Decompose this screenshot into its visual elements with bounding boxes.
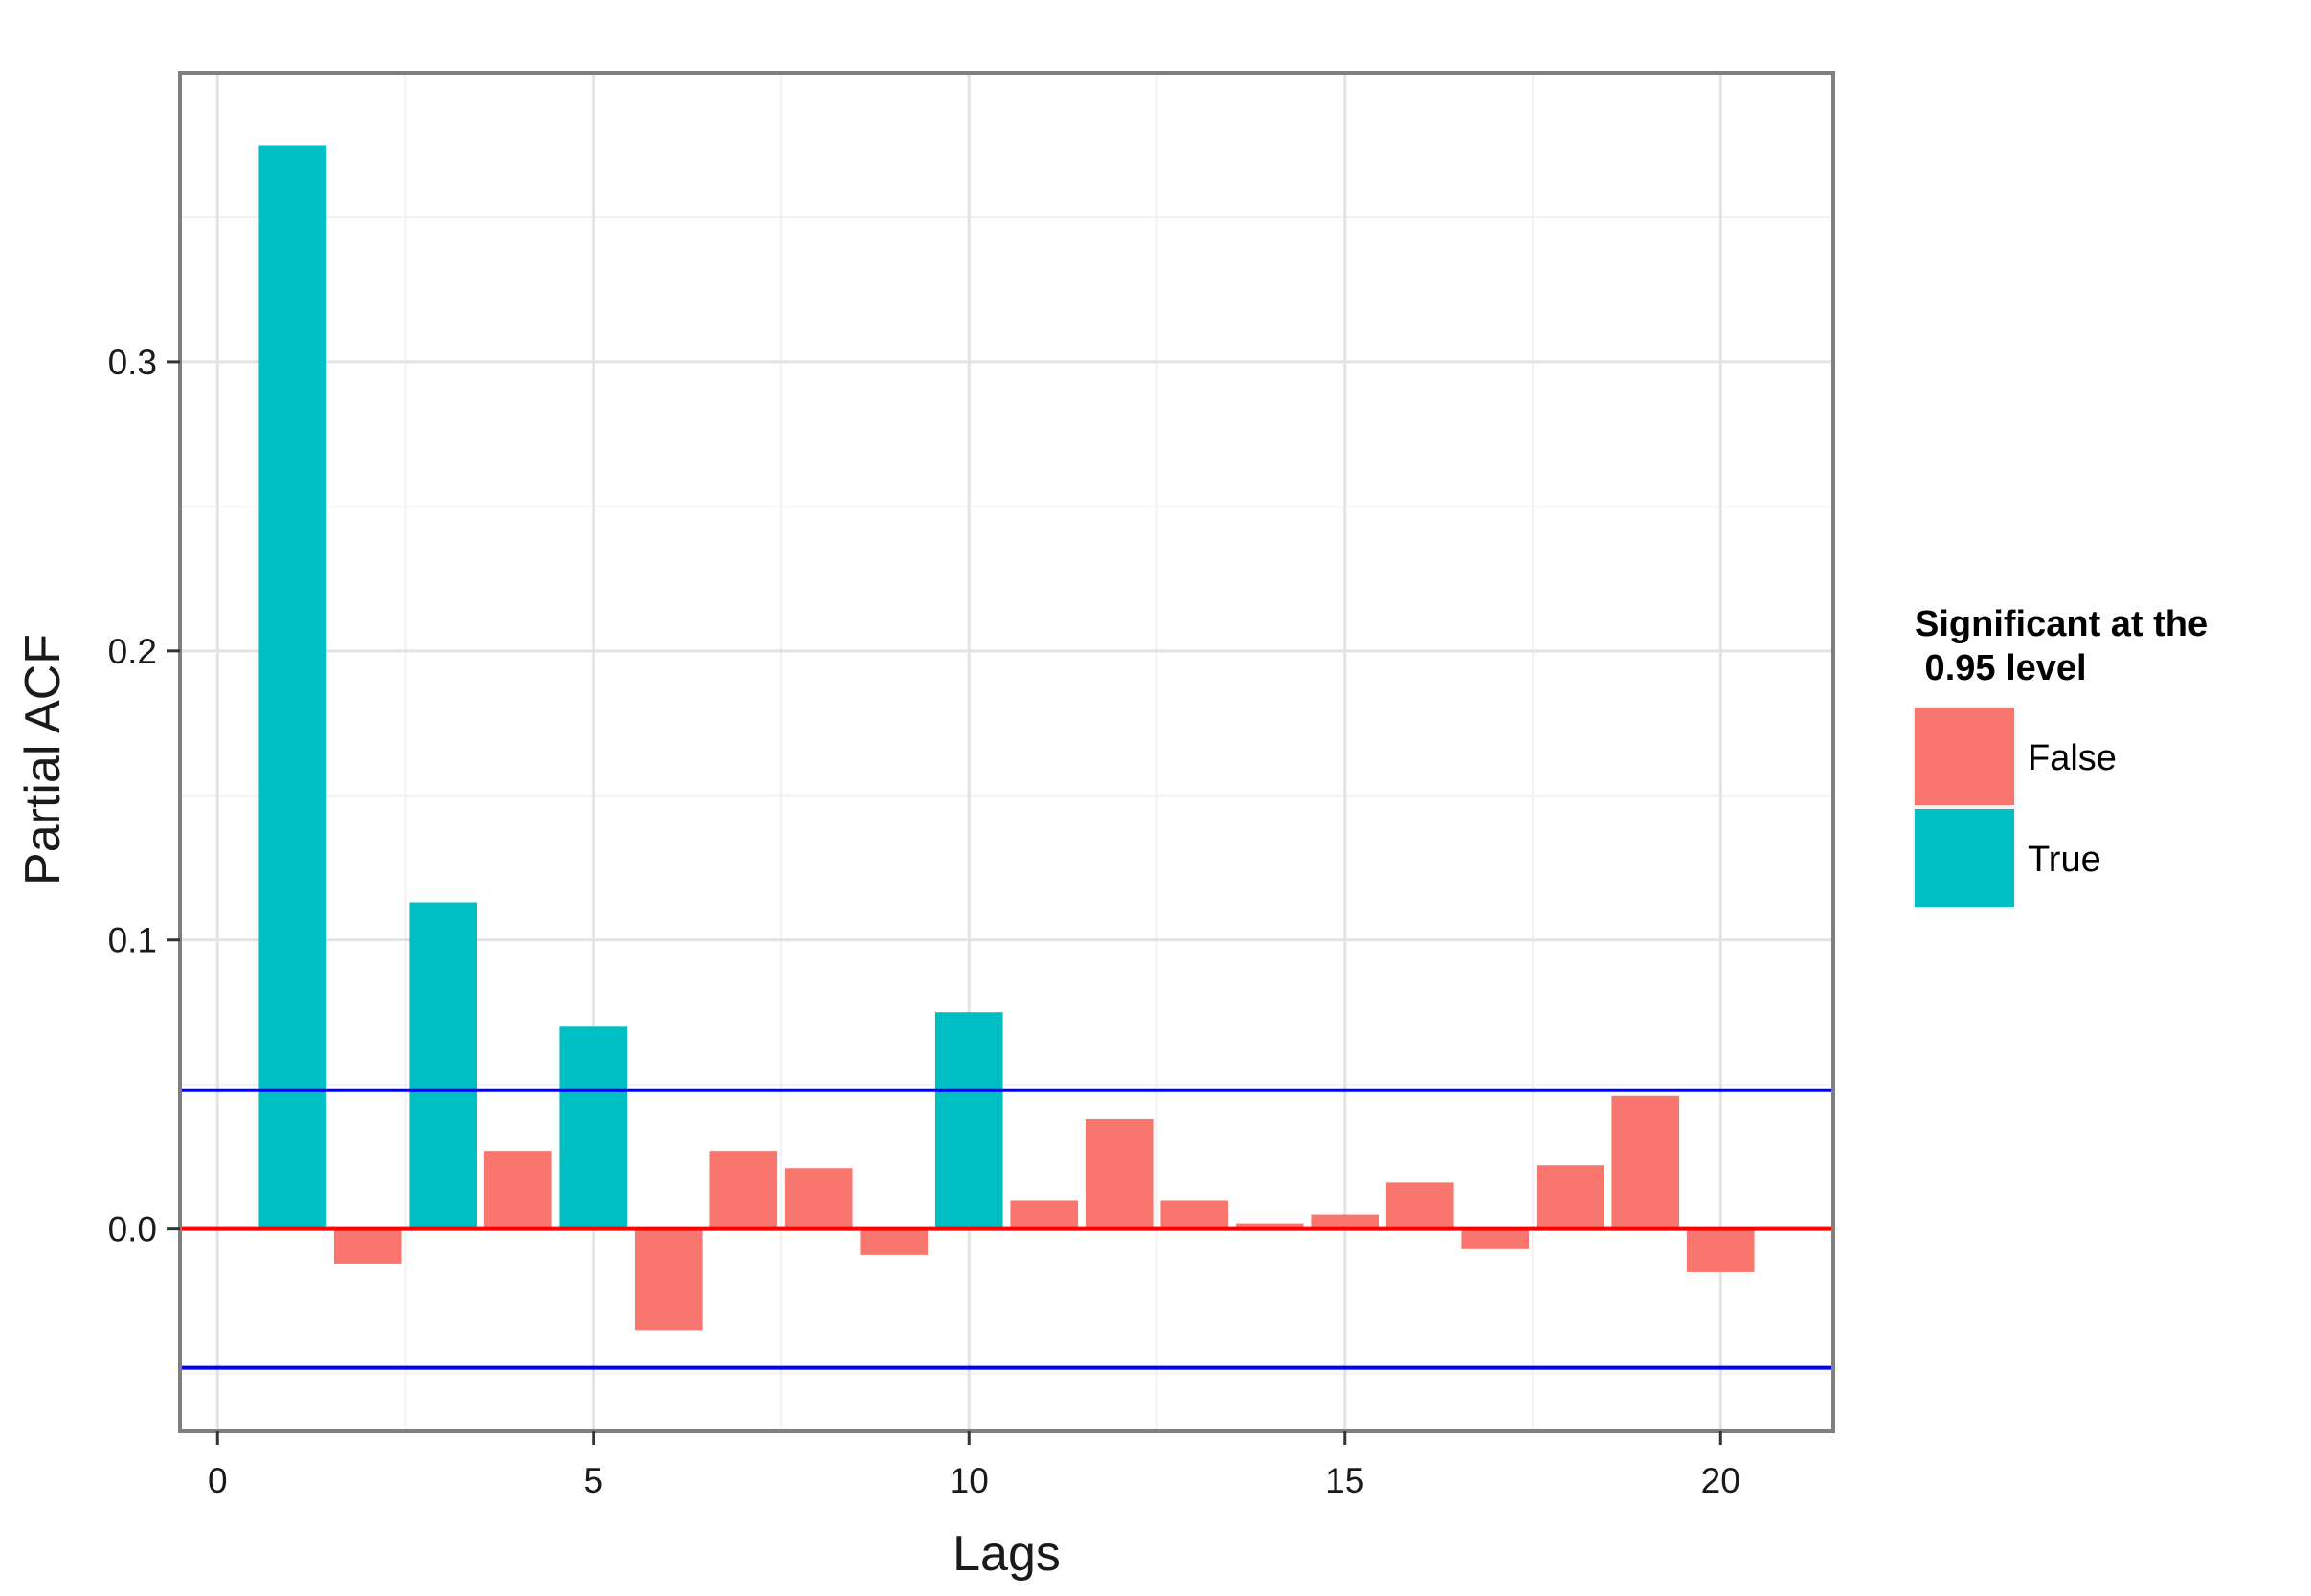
legend-label-true: True [2028,840,2101,880]
legend-title-line-1: Significant at the [1915,604,2208,644]
bar-lag-12 [1085,1118,1154,1229]
y-axis-title: Partial ACF [15,634,71,886]
legend-swatch-true [1915,809,2014,907]
bar-lag-1 [258,145,327,1229]
x-tick-label: 20 [1701,1461,1740,1500]
x-tick-label: 0 [208,1461,228,1500]
legend-label-false: False [2028,738,2117,778]
legend-title-line-2: 0.95 level [1915,648,2087,688]
reference-lines [180,1088,1833,1370]
legend: Significant at the 0.95 level False True [1913,604,2208,909]
bar-lag-4 [483,1151,552,1229]
bar-lag-10 [934,1012,1003,1229]
x-tick-label: 15 [1325,1461,1364,1500]
legend-entries: False True [1913,706,2117,909]
bar-lag-18 [1536,1165,1604,1229]
x-axis: 0 5 10 15 20 [208,1431,1740,1500]
bar-lag-13 [1160,1200,1229,1229]
bar-lag-11 [1010,1200,1079,1229]
y-axis: 0.0 0.1 0.2 0.3 [108,343,180,1249]
minor-gridlines [180,73,1833,1431]
bar-lag-15 [1311,1214,1380,1229]
bar-lag-2 [333,1228,402,1264]
bar-lag-8 [784,1168,853,1229]
y-tick-label: 0.3 [108,343,157,382]
bar-lag-9 [860,1228,929,1255]
bar-lag-5 [559,1026,628,1229]
bar-lag-20 [1686,1228,1755,1272]
bar-lag-17 [1461,1228,1530,1249]
y-tick-label: 0.2 [108,632,157,671]
plot-panel-border [178,71,1835,1433]
bar-lag-6 [634,1228,703,1331]
bar-lag-14 [1235,1223,1304,1229]
bar-lag-3 [409,902,478,1229]
y-tick-label: 0.1 [108,921,157,960]
y-tick-label: 0.0 [108,1210,157,1249]
legend-swatch-false [1915,708,2014,805]
bar-lag-16 [1385,1182,1454,1229]
bars [258,145,1755,1331]
x-tick-label: 5 [583,1461,603,1500]
x-axis-title: Lags [953,1526,1061,1582]
x-tick-label: 10 [950,1461,989,1500]
bar-lag-19 [1611,1095,1680,1229]
bar-lag-7 [709,1151,778,1229]
